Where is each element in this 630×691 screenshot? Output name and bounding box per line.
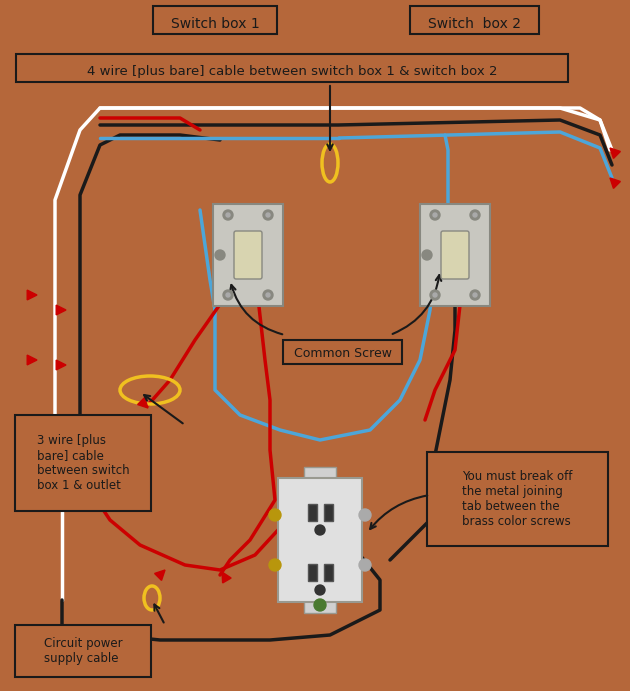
Text: 4 wire [plus bare] cable between switch box 1 & switch box 2: 4 wire [plus bare] cable between switch … <box>87 64 497 77</box>
Circle shape <box>430 210 440 220</box>
Circle shape <box>473 293 477 297</box>
Polygon shape <box>137 397 148 408</box>
Circle shape <box>430 290 440 300</box>
Text: Common Screw: Common Screw <box>294 346 392 359</box>
Circle shape <box>223 290 233 300</box>
Polygon shape <box>27 290 37 300</box>
FancyBboxPatch shape <box>16 54 568 82</box>
Text: Switch box 1: Switch box 1 <box>171 17 260 31</box>
FancyBboxPatch shape <box>283 340 402 364</box>
Circle shape <box>359 509 371 521</box>
Circle shape <box>314 599 326 611</box>
Circle shape <box>266 213 270 217</box>
FancyBboxPatch shape <box>15 625 151 677</box>
Polygon shape <box>154 570 165 580</box>
Text: Circuit power
supply cable: Circuit power supply cable <box>43 637 122 665</box>
FancyBboxPatch shape <box>420 204 490 306</box>
Polygon shape <box>222 572 231 583</box>
FancyBboxPatch shape <box>427 452 608 546</box>
Circle shape <box>433 213 437 217</box>
Polygon shape <box>56 360 66 370</box>
FancyBboxPatch shape <box>304 597 336 613</box>
FancyBboxPatch shape <box>307 563 316 580</box>
Circle shape <box>470 290 480 300</box>
Circle shape <box>215 250 225 260</box>
FancyBboxPatch shape <box>153 6 277 34</box>
Circle shape <box>359 559 371 571</box>
FancyBboxPatch shape <box>323 504 333 520</box>
Polygon shape <box>27 355 37 365</box>
Circle shape <box>266 293 270 297</box>
Polygon shape <box>610 148 621 158</box>
Circle shape <box>226 213 230 217</box>
Circle shape <box>269 509 281 521</box>
Circle shape <box>263 290 273 300</box>
FancyBboxPatch shape <box>307 504 316 520</box>
Circle shape <box>263 210 273 220</box>
Text: Switch  box 2: Switch box 2 <box>428 17 520 31</box>
FancyBboxPatch shape <box>304 467 336 483</box>
Circle shape <box>315 585 325 595</box>
Circle shape <box>433 293 437 297</box>
FancyBboxPatch shape <box>234 231 262 279</box>
Circle shape <box>223 210 233 220</box>
FancyBboxPatch shape <box>213 204 283 306</box>
FancyBboxPatch shape <box>441 231 469 279</box>
Text: 3 wire [plus
bare] cable
between switch
box 1 & outlet: 3 wire [plus bare] cable between switch … <box>37 434 129 492</box>
Circle shape <box>470 210 480 220</box>
Polygon shape <box>56 305 66 315</box>
Circle shape <box>226 293 230 297</box>
Circle shape <box>269 559 281 571</box>
FancyBboxPatch shape <box>323 563 333 580</box>
Polygon shape <box>610 178 621 189</box>
Circle shape <box>315 525 325 535</box>
FancyBboxPatch shape <box>15 415 151 511</box>
FancyBboxPatch shape <box>278 478 362 602</box>
Circle shape <box>473 213 477 217</box>
Text: You must break off
the metal joining
tab between the
brass color screws: You must break off the metal joining tab… <box>462 470 572 528</box>
FancyBboxPatch shape <box>410 6 539 34</box>
Circle shape <box>422 250 432 260</box>
